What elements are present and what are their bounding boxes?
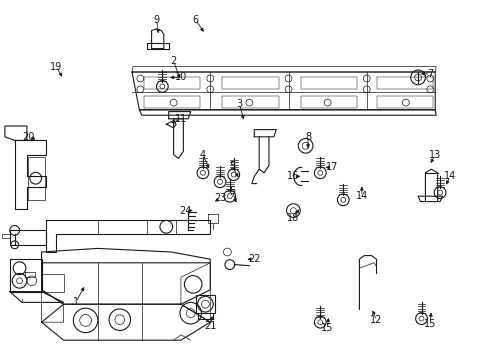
Text: 21: 21 [203, 321, 216, 331]
Text: 4: 4 [200, 150, 205, 160]
Text: 24: 24 [179, 206, 192, 216]
Text: 10: 10 [174, 72, 187, 82]
Text: 2: 2 [170, 56, 176, 66]
Text: 15: 15 [423, 319, 436, 329]
Text: 19: 19 [50, 62, 62, 72]
Text: 7: 7 [427, 69, 432, 79]
Text: 17: 17 [325, 162, 338, 172]
Text: 14: 14 [443, 171, 455, 181]
Text: 14: 14 [355, 191, 367, 201]
Text: 5: 5 [229, 161, 235, 171]
Text: 16: 16 [286, 171, 299, 181]
Text: 23: 23 [213, 193, 226, 203]
Text: 8: 8 [305, 132, 310, 142]
Text: 11: 11 [174, 114, 187, 124]
Text: 12: 12 [369, 315, 382, 325]
Text: 18: 18 [286, 213, 299, 223]
Text: 20: 20 [22, 132, 35, 142]
Text: 13: 13 [428, 150, 441, 160]
Text: 9: 9 [153, 15, 159, 25]
Text: 1: 1 [73, 297, 79, 307]
Text: 3: 3 [236, 99, 242, 109]
Text: 6: 6 [192, 15, 198, 25]
Text: 22: 22 [247, 254, 260, 264]
Text: 5: 5 [229, 186, 235, 196]
Text: 15: 15 [321, 323, 333, 333]
